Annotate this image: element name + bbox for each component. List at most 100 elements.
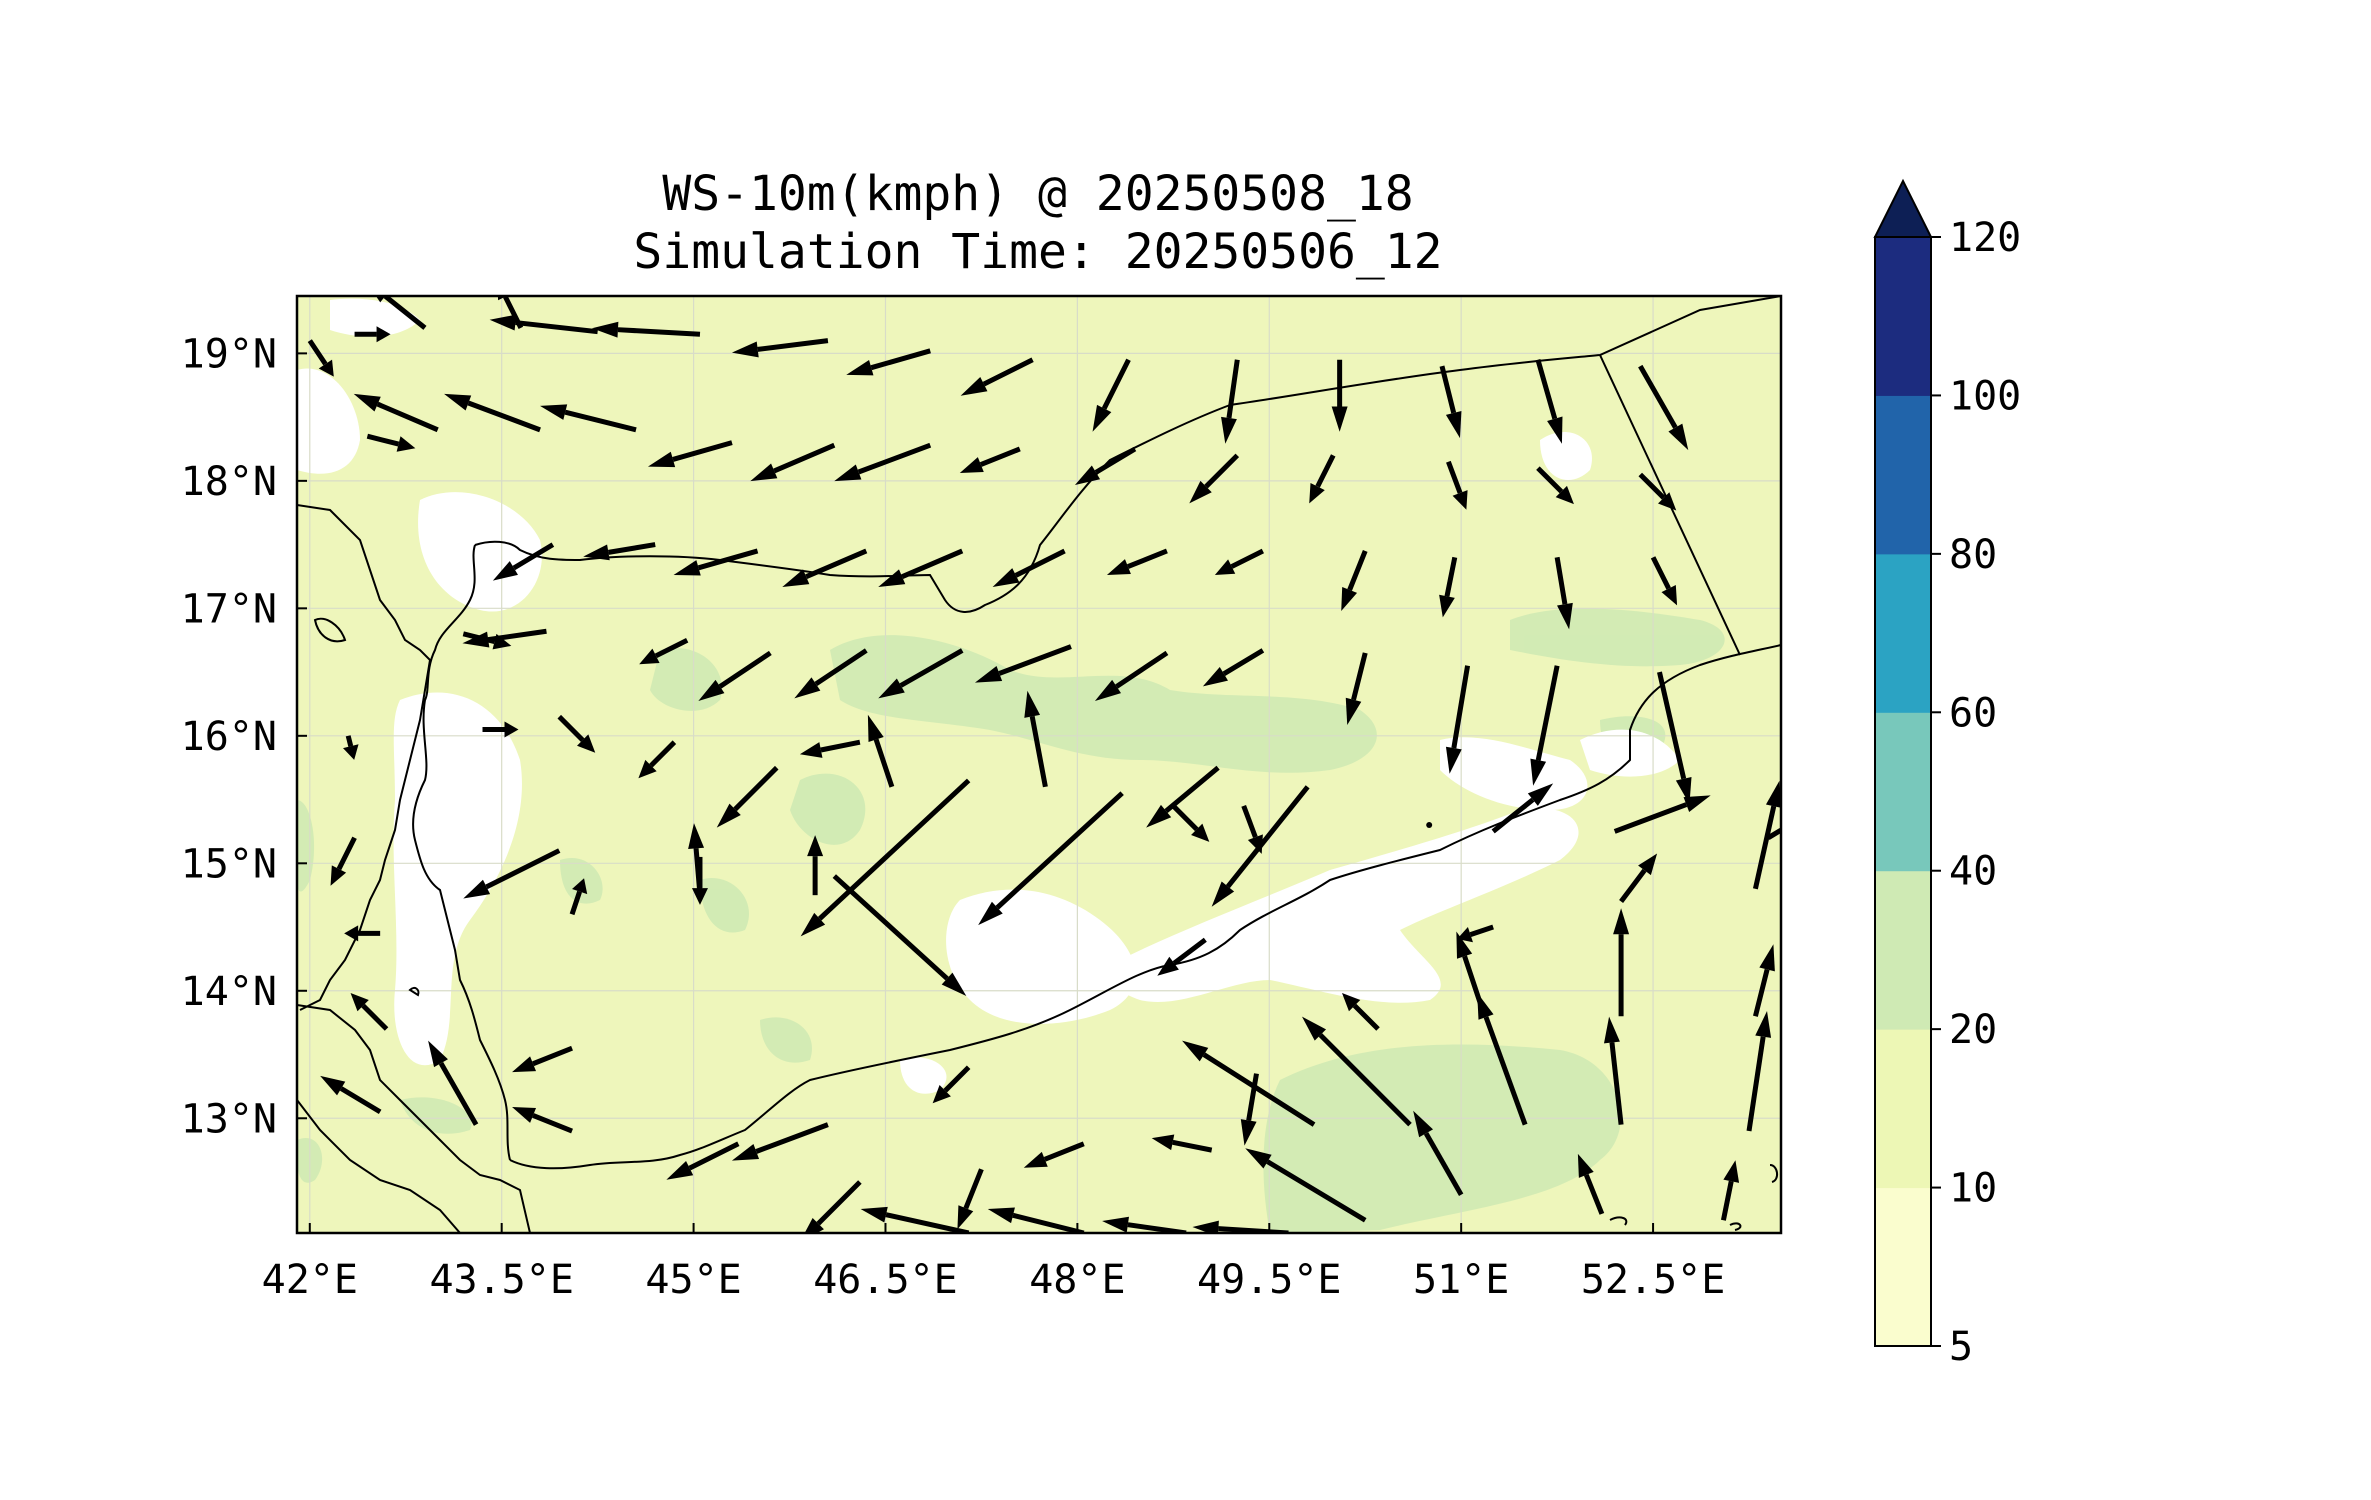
wind-arrow [1554,556,1573,630]
wind-arrow [1157,937,1207,976]
wind-arrow [1650,556,1678,606]
wind-arrow [1638,364,1689,451]
map-frame [295,294,1783,1235]
wind-arrow [1171,804,1210,842]
wind-arrow [860,1206,970,1233]
wind-arrow [1535,359,1563,444]
wind-arrow [878,548,964,587]
wind-arrow [1439,556,1458,618]
wind-arrow [354,326,391,343]
wind-arrow [1746,1011,1772,1132]
wind-arrow [307,339,334,377]
wind-arrow [688,823,705,896]
colorbar-segment [1875,870,1931,1030]
wind-arrow [1331,359,1348,432]
wind-arrow [350,993,389,1031]
wind-arrow [1577,1153,1605,1215]
wind-arrow [698,650,772,701]
wind-arrow [1092,358,1131,432]
wind-arrow [1619,853,1658,904]
wind-arrow [638,740,677,779]
map-panel [297,296,1781,1233]
colorbar-tick-label: 20 [1949,1007,1997,1053]
colorbar-tick-label: 10 [1949,1166,1997,1212]
wind-arrow [1426,822,1433,829]
wind-arrow [1102,1216,1187,1233]
wind-arrow [799,739,861,758]
x-tick-label: 42°E [262,1257,358,1303]
wind-arrow [987,1207,1085,1233]
title-line-2: Simulation Time: 20250506_12 [633,224,1442,280]
title-line-1: WS-10m(kmph) @ 20250508_18 [662,166,1413,222]
wind-arrow [366,433,416,452]
wind-arrow [957,1168,984,1230]
wind-arrow [1094,650,1169,701]
y-tick-label: 15°N [181,841,277,887]
wind-arrow [1106,548,1168,575]
wind-arrow [639,637,689,665]
wind-arrow [846,348,931,376]
wind-arrow [992,548,1066,587]
wind-arrow [462,628,547,648]
wind-arrow [960,357,1034,396]
wind-arrow [1182,1040,1316,1127]
wind-arrow [716,765,779,828]
colorbar-extend-triangle [1873,178,1933,238]
wind-arrow [512,1045,573,1073]
wind-arrow [1752,944,1775,1017]
wind-arrow [750,442,836,482]
wind-arrow [1477,992,1528,1126]
wind-arrow [1604,1016,1624,1125]
wind-arrow [1530,665,1560,786]
wind-arrow [1613,795,1711,834]
wind-arrow [1720,1160,1740,1221]
wind-arrow [489,314,598,335]
wind-arrow [1752,780,1781,890]
wind-arrow [569,878,588,916]
y-tick-label: 17°N [181,586,277,632]
y-tick-label: 13°N [181,1096,277,1142]
wind-arrow [1341,550,1368,611]
wind-arrow [1024,690,1048,788]
wind-arrow [482,721,519,738]
y-tick-label: 18°N [181,459,277,505]
wind-arrow [1413,1110,1464,1196]
wind-arrow [1202,648,1265,687]
wind-arrow [1023,1141,1085,1168]
wind-speed-5-10-regions [297,298,1680,1094]
x-tick-label: 49.5°E [1197,1257,1342,1303]
wind-arrow [1446,460,1468,510]
wind-arrow [1240,1073,1259,1146]
wind-arrow [832,874,967,997]
wind-arrow [428,1040,479,1126]
colorbar-tick-label: 60 [1949,690,1997,736]
wind-arrow [867,714,895,788]
wind-arrow [1211,785,1310,907]
x-tick-label: 48°E [1029,1257,1125,1303]
wind-arrow [1345,652,1368,725]
wind-arrow [1302,1016,1412,1127]
wind-arrow [463,848,561,899]
wind-arrow [1309,454,1336,504]
y-tick-label: 19°N [181,331,277,377]
colorbar-segment [1875,1187,1931,1347]
wind-arrow [731,1122,829,1161]
colorbar-tick-label: 100 [1949,373,2021,419]
wind-arrow [353,393,439,433]
wind-arrow [932,1065,971,1104]
wind-arrow [647,440,733,468]
wind-arrow [1189,453,1240,504]
x-tick-label: 43.5°E [429,1257,574,1303]
wind-arrow [978,791,1124,926]
wind-arrow [1221,359,1240,444]
wind-arrow [540,404,637,433]
wind-arrow [444,393,541,433]
y-tick-label: 14°N [181,969,277,1015]
wind-arrow [1439,365,1462,439]
wind-arrow [320,1075,382,1115]
wind-arrow [800,778,971,937]
wind-arrow [959,446,1021,473]
x-axis-ticks: 42°E 43.5°E 45°E 46.5°E 48°E 49.5°E 51°E 52.5°E [262,1223,1725,1303]
colorbar-segment [1875,1029,1931,1189]
y-axis-ticks: 19°N 18°N 17°N 16°N 15°N 14°N 13°N [181,331,307,1142]
